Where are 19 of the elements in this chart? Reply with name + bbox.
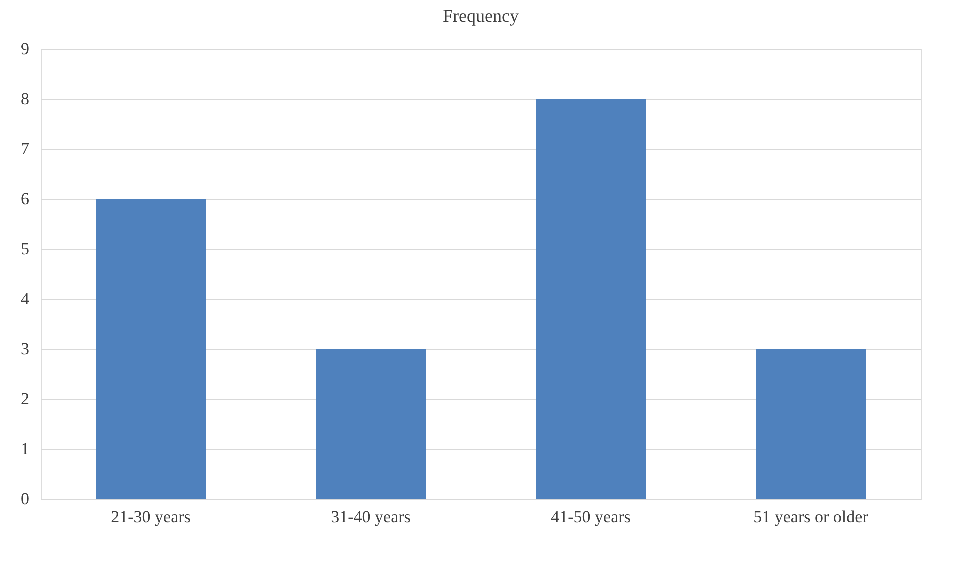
chart-title: Frequency <box>443 6 519 26</box>
y-tick-label: 9 <box>21 40 30 58</box>
y-tick-label: 8 <box>21 90 30 108</box>
bar <box>536 99 646 499</box>
y-tick-label: 3 <box>21 340 30 358</box>
x-tick-label: 41-50 years <box>551 508 631 526</box>
bar <box>756 349 866 499</box>
bar <box>96 199 206 499</box>
x-tick-label: 21-30 years <box>111 508 191 526</box>
x-tick-label: 31-40 years <box>331 508 411 526</box>
y-tick-label: 5 <box>21 240 30 258</box>
y-tick-label: 7 <box>21 140 30 158</box>
y-tick-label: 4 <box>21 290 30 308</box>
y-tick-label: 0 <box>21 490 30 508</box>
bar <box>316 349 426 499</box>
y-tick-label: 6 <box>21 190 30 208</box>
x-tick-label: 51 years or older <box>754 508 869 526</box>
y-tick-label: 2 <box>21 390 30 408</box>
y-tick-label: 1 <box>21 440 30 458</box>
